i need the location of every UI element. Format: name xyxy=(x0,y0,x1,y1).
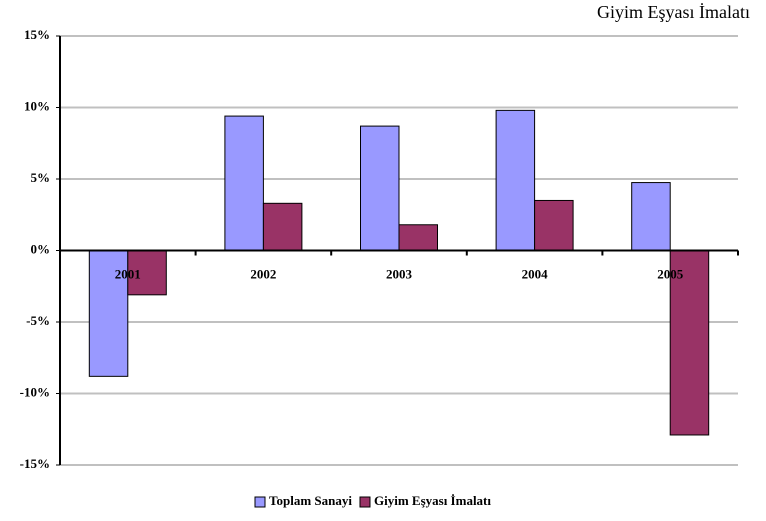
y-tick-label: -15% xyxy=(20,456,50,471)
y-tick-label: 10% xyxy=(24,98,50,113)
bar xyxy=(262,202,303,251)
x-tick-label: 2004 xyxy=(522,266,549,281)
y-tick-label: 5% xyxy=(31,170,51,185)
bar xyxy=(631,182,671,251)
bar xyxy=(495,109,536,251)
y-tick-label: -10% xyxy=(20,384,50,399)
legend-label: Giyim Eşyası İmalatı xyxy=(374,493,491,508)
legend-swatch xyxy=(359,496,371,508)
bar xyxy=(398,224,438,251)
bar xyxy=(669,250,710,436)
bar xyxy=(534,199,574,251)
y-tick-label: -5% xyxy=(26,313,50,328)
chart-title: Giyim Eşyası İmalatı xyxy=(597,2,750,22)
bar xyxy=(88,250,129,377)
y-tick-label: 0% xyxy=(31,241,51,256)
x-tick-label: 2002 xyxy=(250,266,276,281)
x-tick-label: 2003 xyxy=(386,266,413,281)
legend-swatch xyxy=(254,496,266,508)
bar xyxy=(224,115,264,251)
bar xyxy=(360,125,400,251)
x-tick-label: 2005 xyxy=(657,266,684,281)
x-tick-label: 2001 xyxy=(115,266,141,281)
y-tick-label: 15% xyxy=(24,27,50,42)
legend-label: Toplam Sanayi xyxy=(269,493,352,508)
